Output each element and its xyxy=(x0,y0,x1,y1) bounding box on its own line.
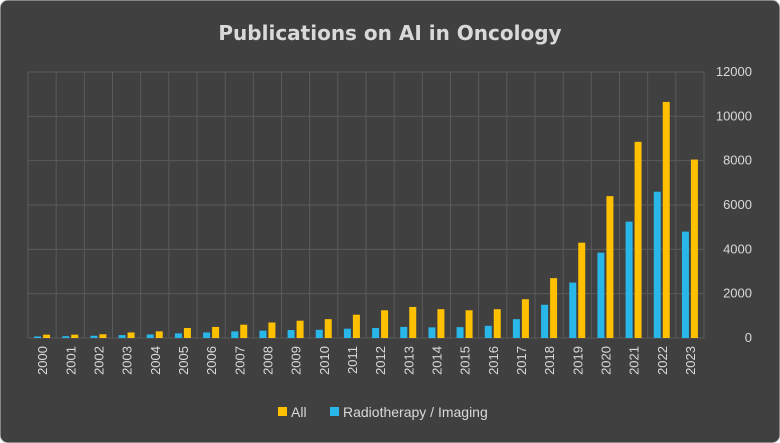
bar-all-2000 xyxy=(43,334,51,338)
bar-all-2019 xyxy=(578,242,586,338)
x-tick-label: 2022 xyxy=(655,346,670,375)
bar-all-2009 xyxy=(296,320,304,338)
bar-radiotherapy-imaging-2020 xyxy=(597,252,605,338)
bar-all-2006 xyxy=(212,326,220,338)
bar-all-2001 xyxy=(71,334,79,338)
bar-radiotherapy-imaging-2016 xyxy=(484,325,492,338)
bar-radiotherapy-imaging-2018 xyxy=(541,304,549,338)
x-tick-label: 2016 xyxy=(486,346,501,375)
bar-all-2015 xyxy=(465,310,473,338)
chart-title: Publications on AI in Oncology xyxy=(218,21,561,45)
bar-all-2003 xyxy=(127,332,135,338)
bar-all-2008 xyxy=(268,322,276,338)
bar-all-2002 xyxy=(99,334,107,338)
x-tick-label: 2003 xyxy=(120,346,135,375)
x-tick-label: 2006 xyxy=(204,346,219,375)
x-tick-label: 2023 xyxy=(683,346,698,375)
bar-all-2021 xyxy=(634,141,642,338)
legend-swatch-all xyxy=(278,407,287,416)
y-axis-ticks: 0 2000 4000 6000 8000 10000 12000 xyxy=(716,64,752,345)
y-tick-label: 6000 xyxy=(723,197,752,212)
x-tick-label: 2010 xyxy=(317,346,332,375)
legend-label-radiotherapy-imaging: Radiotherapy / Imaging xyxy=(343,404,488,420)
bar-radiotherapy-imaging-2023 xyxy=(681,231,689,338)
x-tick-label: 2000 xyxy=(35,346,50,375)
bar-radiotherapy-imaging-2007 xyxy=(231,331,239,338)
bar-radiotherapy-imaging-2009 xyxy=(287,330,295,338)
y-tick-label: 8000 xyxy=(723,153,752,168)
bar-all-2022 xyxy=(662,101,670,338)
y-tick-label: 0 xyxy=(745,330,752,345)
bar-all-2017 xyxy=(521,299,529,338)
x-tick-label: 2021 xyxy=(627,346,642,375)
x-tick-label: 2018 xyxy=(542,346,557,375)
bar-radiotherapy-imaging-2012 xyxy=(372,328,380,338)
bar-radiotherapy-imaging-2000 xyxy=(34,336,42,338)
bar-radiotherapy-imaging-2015 xyxy=(456,327,464,338)
bar-all-2012 xyxy=(381,310,389,338)
bar-all-2004 xyxy=(155,331,163,338)
x-tick-label: 2005 xyxy=(176,346,191,375)
bar-all-2013 xyxy=(409,306,417,338)
bar-radiotherapy-imaging-2006 xyxy=(203,332,211,338)
x-tick-label: 2013 xyxy=(401,346,416,375)
x-tick-label: 2015 xyxy=(458,346,473,375)
grid-lines xyxy=(27,71,705,339)
bar-radiotherapy-imaging-2005 xyxy=(174,333,182,338)
bar-all-2005 xyxy=(183,328,191,338)
bar-radiotherapy-imaging-2001 xyxy=(62,336,70,338)
legend-swatch-radiotherapy-imaging xyxy=(330,407,339,416)
x-tick-label: 2002 xyxy=(91,346,106,375)
bar-radiotherapy-imaging-2021 xyxy=(625,221,633,338)
bar-radiotherapy-imaging-2008 xyxy=(259,330,267,338)
x-tick-label: 2007 xyxy=(232,346,247,375)
x-tick-label: 2019 xyxy=(570,346,585,375)
bar-radiotherapy-imaging-2003 xyxy=(118,335,126,338)
y-tick-label: 4000 xyxy=(723,241,752,256)
x-tick-label: 2008 xyxy=(260,346,275,375)
bar-radiotherapy-imaging-2022 xyxy=(653,191,661,338)
bar-all-2014 xyxy=(437,309,445,338)
bar-radiotherapy-imaging-2013 xyxy=(400,326,408,338)
bar-radiotherapy-imaging-2014 xyxy=(428,327,436,338)
bar-radiotherapy-imaging-2010 xyxy=(315,329,323,338)
legend-label-all: All xyxy=(291,404,307,420)
legend: All Radiotherapy / Imaging xyxy=(278,404,488,420)
bar-radiotherapy-imaging-2002 xyxy=(90,335,98,338)
y-tick-label: 10000 xyxy=(716,108,752,123)
bar-radiotherapy-imaging-2011 xyxy=(343,328,351,338)
bar-radiotherapy-imaging-2017 xyxy=(512,319,520,338)
bar-all-2011 xyxy=(352,314,360,338)
bar-all-2020 xyxy=(606,196,614,338)
bar-all-2018 xyxy=(550,278,558,338)
bar-all-2010 xyxy=(324,319,332,338)
x-tick-label: 2009 xyxy=(289,346,304,375)
x-axis-ticks: 2000 2001 2002 2003 2004 2005 2006 2007 2008 2009… xyxy=(35,346,698,375)
x-tick-label: 2017 xyxy=(514,346,529,375)
bar-all-2007 xyxy=(240,324,248,338)
bar-radiotherapy-imaging-2019 xyxy=(569,282,577,338)
bar-all-2023 xyxy=(690,159,698,338)
x-tick-label: 2020 xyxy=(598,346,613,375)
bar-all-2016 xyxy=(493,309,501,338)
x-tick-label: 2011 xyxy=(345,346,360,374)
x-tick-label: 2014 xyxy=(429,346,444,375)
y-tick-label: 2000 xyxy=(723,286,752,301)
bar-radiotherapy-imaging-2004 xyxy=(146,334,154,338)
y-tick-label: 12000 xyxy=(716,64,752,79)
x-tick-label: 2012 xyxy=(373,346,388,375)
x-tick-label: 2004 xyxy=(148,346,163,375)
bars xyxy=(34,101,698,338)
x-tick-label: 2001 xyxy=(63,346,78,375)
